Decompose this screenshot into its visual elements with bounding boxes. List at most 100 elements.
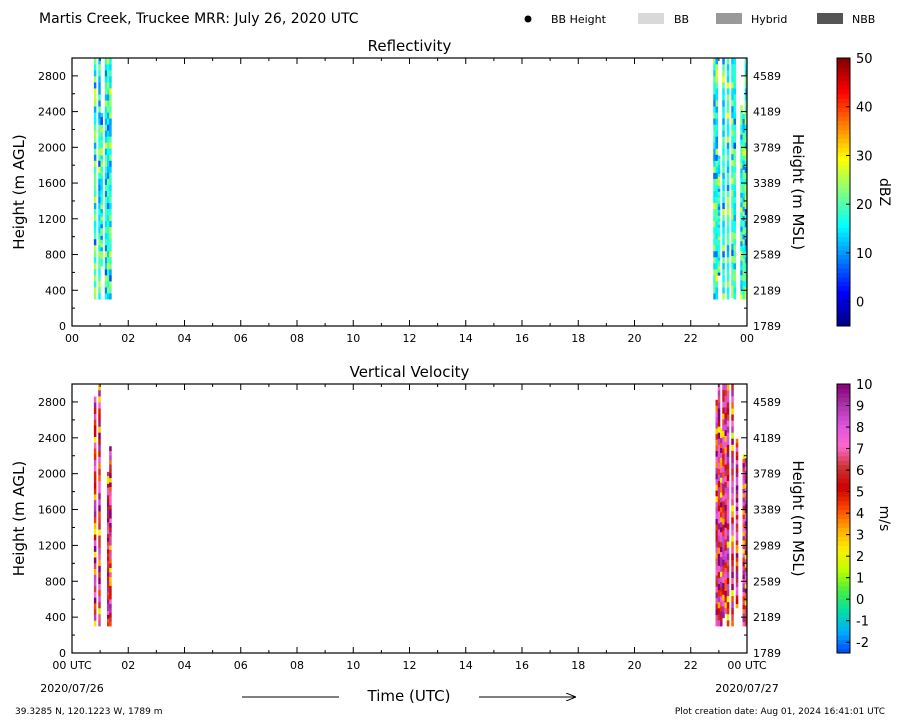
colorbar-segment [837, 138, 850, 144]
data-cell [107, 202, 110, 210]
data-cell [726, 589, 730, 597]
data-cell [744, 184, 748, 191]
x-tick-label: 16 [515, 659, 529, 672]
data-cell [100, 166, 103, 171]
data-cell [93, 118, 97, 125]
data-cell [722, 389, 725, 396]
y-axis-label: Height (m AGL) [10, 461, 28, 576]
data-cell [107, 575, 110, 581]
colorbar-segment [837, 241, 850, 247]
colorbar-segment [837, 487, 850, 493]
data-cell [107, 537, 110, 542]
data-cell [109, 64, 112, 71]
data-cell [98, 402, 101, 409]
colorbar-tick-label: 1 [856, 572, 864, 587]
data-cell [717, 209, 721, 213]
data-cell [100, 124, 103, 129]
data-cell [717, 224, 721, 228]
data-cell [98, 220, 101, 228]
colorbar-segment [837, 549, 850, 555]
x-tick-label: 14 [459, 659, 473, 672]
data-cell [717, 468, 721, 476]
data-cell [717, 170, 721, 174]
data-cell [722, 419, 725, 426]
data-cell [733, 269, 737, 276]
data-cell [720, 621, 723, 627]
data-cell [726, 214, 730, 222]
data-cell [731, 553, 734, 560]
data-cell [98, 565, 101, 572]
data-cell [720, 556, 723, 562]
data-cell [722, 70, 725, 77]
data-cell [713, 281, 716, 288]
data-cell [720, 606, 723, 612]
data-cell [107, 184, 110, 191]
colorbar-segment [837, 183, 850, 189]
x-tick-label: 02 [121, 659, 135, 672]
data-cell [726, 178, 730, 185]
data-cell [720, 487, 723, 493]
data-cell [100, 132, 103, 137]
data-cell [715, 614, 719, 621]
data-cell [717, 233, 721, 237]
data-cell [717, 248, 721, 252]
x-tick-label: 12 [403, 332, 417, 345]
data-cell [726, 577, 730, 585]
colorbar-segment [837, 209, 850, 215]
data-cell [744, 208, 748, 216]
colorbar-segment [837, 410, 850, 416]
data-cell [109, 208, 112, 216]
data-cell [740, 207, 743, 213]
data-cell [715, 552, 719, 559]
data-cell [731, 99, 734, 107]
data-cell [742, 211, 746, 217]
data-cell [740, 182, 743, 188]
data-cell [731, 511, 734, 518]
data-cell [731, 614, 734, 621]
data-cell [93, 263, 97, 270]
data-cell [726, 287, 730, 294]
colorbar-segment [837, 259, 850, 264]
data-cell [104, 118, 108, 125]
colorbar-segment [837, 192, 850, 197]
data-cell [93, 419, 97, 426]
data-cell [104, 100, 108, 107]
data-cell [109, 148, 112, 155]
x-tick-label: 14 [459, 332, 473, 345]
data-cell [109, 495, 112, 501]
colorbar-segment [837, 98, 850, 104]
data-cell [744, 154, 748, 161]
data-cell [107, 614, 110, 619]
colorbar-segment [837, 169, 850, 175]
data-cell [742, 155, 746, 161]
x-tick-label: 04 [178, 332, 192, 345]
data-cell [107, 599, 110, 604]
data-cell [107, 269, 110, 276]
data-cell [93, 528, 97, 535]
data-cell [713, 202, 716, 210]
data-cell [93, 142, 97, 149]
data-cell [744, 588, 748, 593]
data-cell [744, 202, 748, 210]
data-cell [715, 603, 719, 610]
data-cell [109, 518, 112, 524]
data-cell [742, 462, 746, 468]
data-cell [98, 166, 101, 173]
data-cell [717, 553, 721, 560]
data-cell [733, 112, 737, 119]
data-cell [726, 118, 730, 125]
data-cell [717, 571, 721, 578]
data-cell [744, 495, 748, 501]
data-cell [742, 225, 746, 231]
data-cell [722, 436, 725, 443]
data-cell [735, 569, 739, 575]
data-cell [722, 100, 725, 107]
data-cell [715, 281, 719, 288]
data-cell [740, 284, 743, 290]
data-cell [720, 447, 723, 453]
data-cell [715, 190, 719, 197]
data-cell [100, 193, 103, 198]
data-cell [717, 559, 721, 566]
colorbar-segment [837, 433, 850, 439]
data-cell [717, 269, 721, 273]
